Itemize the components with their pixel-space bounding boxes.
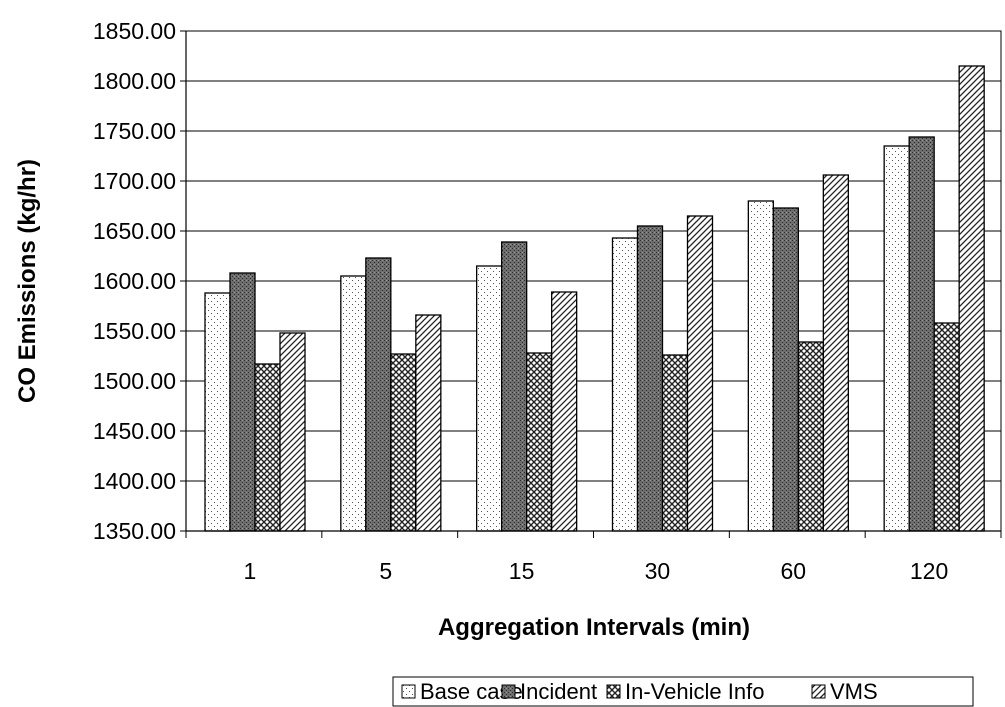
x-tick-label: 120	[910, 558, 948, 584]
x-tick-label: 1	[244, 558, 257, 584]
bar-incident-30	[636, 225, 664, 532]
y-tick-label: 1450.00	[93, 418, 176, 444]
bar-base-case-1	[204, 292, 231, 532]
y-tick-label: 1350.00	[93, 518, 176, 544]
y-tick-label: 1600.00	[93, 268, 176, 294]
y-tick-label: 1850.00	[93, 18, 176, 44]
y-tick-label: 1800.00	[93, 68, 176, 94]
bar-incident-120	[908, 136, 935, 532]
bar-in-vehicle-info-1	[254, 363, 281, 532]
legend-swatch	[401, 684, 416, 699]
y-tick-label: 1750.00	[93, 118, 176, 144]
bar-vms-30	[686, 215, 714, 532]
x-tick-label: 15	[509, 558, 535, 584]
bar-vms-60	[822, 174, 849, 532]
bar-base-case-120	[883, 145, 910, 532]
bar-incident-60	[772, 207, 799, 532]
bar-in-vehicle-info-15	[526, 352, 553, 532]
bar-vms-1	[279, 332, 306, 532]
y-tick-label: 1650.00	[93, 218, 176, 244]
bar-in-vehicle-info-30	[661, 354, 689, 532]
bar-vms-120	[958, 65, 985, 532]
bar-in-vehicle-info-5	[390, 353, 417, 532]
bar-base-case-15	[476, 265, 503, 532]
bar-in-vehicle-info-60	[797, 341, 824, 532]
y-tick-label: 1500.00	[93, 368, 176, 394]
y-axis-title: CO Emissions (kg/hr)	[14, 159, 41, 403]
bar-incident-5	[365, 257, 392, 532]
x-tick-label: 60	[780, 558, 806, 584]
plot-area: 1350.00 1400.00 1450.00 1500.00 1550.00 1600.…	[14, 18, 1002, 641]
legend-swatch	[811, 684, 826, 699]
y-tick-label: 1400.00	[93, 468, 176, 494]
x-tick-label: 30	[645, 558, 671, 584]
bar-base-case-60	[747, 200, 774, 532]
legend-label: Incident	[520, 679, 597, 704]
bar-base-case-5	[340, 275, 367, 532]
legend-swatch	[606, 684, 621, 699]
x-tick-label: 5	[379, 558, 392, 584]
x-axis-title: Aggregation Intervals (min)	[438, 614, 750, 641]
legend-label: In-Vehicle Info	[625, 679, 764, 704]
y-tick-label: 1550.00	[93, 318, 176, 344]
legend-box	[392, 676, 974, 707]
bar-vms-5	[415, 314, 442, 532]
bar-incident-15	[501, 241, 528, 532]
bar-base-case-30	[611, 237, 639, 532]
bar-in-vehicle-info-120	[933, 322, 960, 532]
y-tick-label: 1700.00	[93, 168, 176, 194]
legend-swatch	[501, 684, 516, 699]
legend-label: VMS	[830, 679, 878, 704]
bar-incident-1	[229, 272, 256, 532]
bar-vms-15	[551, 291, 578, 532]
